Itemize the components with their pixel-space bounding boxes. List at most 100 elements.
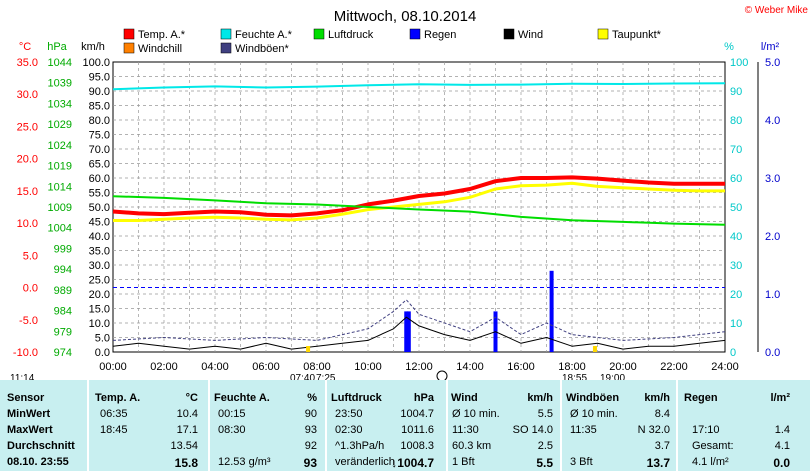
pressure-tick-label: 984 bbox=[54, 306, 72, 318]
row-label: 08.10. 23:55 bbox=[7, 456, 69, 468]
table-header: °C bbox=[185, 392, 198, 404]
wind-tick-label: 30.0 bbox=[89, 260, 110, 272]
wind-tick-label: 95.0 bbox=[89, 72, 110, 84]
row-label: MaxWert bbox=[7, 424, 53, 436]
series-line bbox=[112, 195, 726, 226]
pressure-tick-label: 1009 bbox=[48, 202, 72, 214]
table-cell: Ø 10 min. bbox=[452, 408, 500, 420]
pressure-tick-label: 999 bbox=[54, 243, 72, 255]
table-cell: 08:30 bbox=[218, 424, 246, 436]
table-cell: 5.5 bbox=[536, 456, 553, 470]
x-tick-label: 04:00 bbox=[201, 361, 229, 373]
pressure-tick-label: 1029 bbox=[48, 119, 72, 131]
x-tick-label: 24:00 bbox=[711, 361, 739, 373]
rain-tick-label: 4.0 bbox=[765, 115, 780, 127]
humidity-tick-label: 40 bbox=[730, 231, 742, 243]
table-cell: 1011.6 bbox=[401, 424, 434, 436]
wind-tick-label: 70.0 bbox=[89, 144, 110, 156]
x-tick-label: 06:00 bbox=[252, 361, 280, 373]
table-cell: Gesamt: bbox=[692, 440, 734, 452]
rain-tick-label: 5.0 bbox=[765, 57, 780, 69]
wind-tick-label: 25.0 bbox=[89, 275, 110, 287]
wind-tick-label: 35.0 bbox=[89, 246, 110, 258]
row-label: MinWert bbox=[7, 408, 51, 420]
table-cell: 1 Bft bbox=[452, 456, 475, 468]
wind-tick-label: 100.0 bbox=[82, 57, 110, 69]
temp-tick-label: 30.0 bbox=[17, 89, 38, 101]
pressure-tick-label: 1044 bbox=[48, 57, 72, 69]
table-header: Sensor bbox=[7, 392, 45, 404]
legend-swatch bbox=[220, 42, 232, 54]
moonrise-time: 11:14 bbox=[10, 373, 35, 380]
x-tick-label: 10:00 bbox=[354, 361, 382, 373]
sunrise-time-2: 7:25 bbox=[316, 373, 336, 380]
series-line bbox=[112, 316, 726, 350]
legend-label: Temp. A.* bbox=[138, 29, 186, 41]
rain-tick-label: 2.0 bbox=[765, 231, 780, 243]
rain-bar bbox=[406, 311, 411, 352]
humidity-axis-unit: % bbox=[724, 41, 734, 53]
table-cell: veränderlich bbox=[335, 456, 395, 468]
humidity-tick-label: 0 bbox=[730, 347, 736, 359]
x-tick-label: 22:00 bbox=[660, 361, 688, 373]
humidity-tick-label: 90 bbox=[730, 86, 742, 98]
table-cell: 23:50 bbox=[335, 408, 363, 420]
legend-label: Wind bbox=[518, 29, 543, 41]
pressure-tick-label: 1034 bbox=[48, 98, 72, 110]
series-line bbox=[112, 299, 726, 341]
temp-tick-label: -10.0 bbox=[13, 347, 38, 359]
table-cell: ^1.3hPa/h bbox=[335, 440, 385, 452]
wind-tick-label: 40.0 bbox=[89, 231, 110, 243]
sunset-marker bbox=[592, 346, 597, 352]
table-cell: 93 bbox=[303, 456, 317, 470]
temp-tick-label: 25.0 bbox=[17, 121, 38, 133]
wind-tick-label: 85.0 bbox=[89, 101, 110, 113]
table-cell: 1.4 bbox=[774, 424, 790, 436]
wind-tick-label: 15.0 bbox=[89, 304, 110, 316]
legend-swatch bbox=[597, 28, 609, 40]
row-label: Durchschnitt bbox=[7, 440, 75, 452]
wind-tick-label: 0.0 bbox=[95, 347, 110, 359]
x-tick-label: 18:00 bbox=[558, 361, 586, 373]
copyright-label: © Weber Mike bbox=[745, 5, 809, 16]
table-header: km/h bbox=[527, 392, 553, 404]
table-cell: 4.1 l/m² bbox=[692, 456, 729, 468]
table-header: Luftdruck bbox=[331, 392, 382, 404]
legend-swatch bbox=[123, 42, 135, 54]
weather-chart: Mittwoch, 08.10.2014 © Weber Mike Temp. A.… bbox=[10, 5, 809, 380]
table-header: Feuchte A. bbox=[214, 392, 270, 404]
rain-tick-label: 1.0 bbox=[765, 289, 780, 301]
table-cell: 02:30 bbox=[335, 424, 363, 436]
table-cell: 92 bbox=[304, 440, 317, 452]
table-cell: 4.1 bbox=[774, 440, 790, 452]
legend-swatch bbox=[503, 28, 515, 40]
wind-tick-label: 60.0 bbox=[89, 173, 110, 185]
humidity-tick-label: 70 bbox=[730, 144, 742, 156]
legend-label: Luftdruck bbox=[328, 29, 374, 41]
x-tick-label: 14:00 bbox=[456, 361, 484, 373]
humidity-tick-label: 80 bbox=[730, 115, 742, 127]
legend-swatch bbox=[220, 28, 232, 40]
humidity-tick-label: 30 bbox=[730, 260, 742, 272]
temp-tick-label: 15.0 bbox=[17, 186, 38, 198]
pressure-tick-label: 989 bbox=[54, 285, 72, 297]
pressure-axis-unit: hPa bbox=[47, 41, 67, 53]
table-cell: 0.0 bbox=[773, 456, 790, 470]
x-tick-label: 16:00 bbox=[507, 361, 535, 373]
legend-label: Regen bbox=[424, 29, 456, 41]
sunrise-time: 07:40 bbox=[290, 373, 315, 380]
legend-label: Feuchte A.* bbox=[235, 29, 293, 41]
wind-tick-label: 90.0 bbox=[89, 86, 110, 98]
table-cell: ↓1004.7 bbox=[391, 456, 434, 470]
wind-tick-label: 10.0 bbox=[89, 318, 110, 330]
table-cell: 90 bbox=[304, 408, 317, 420]
temp-tick-label: 20.0 bbox=[17, 154, 38, 166]
table-separator bbox=[446, 380, 448, 471]
rain-bar bbox=[549, 270, 554, 352]
series-line bbox=[113, 181, 725, 222]
legend-swatch bbox=[313, 28, 325, 40]
rain-tick-label: 0.0 bbox=[765, 347, 780, 359]
temp-tick-label: 10.0 bbox=[17, 218, 38, 230]
table-header: Temp. A. bbox=[95, 392, 141, 404]
rain-bar bbox=[404, 311, 409, 352]
